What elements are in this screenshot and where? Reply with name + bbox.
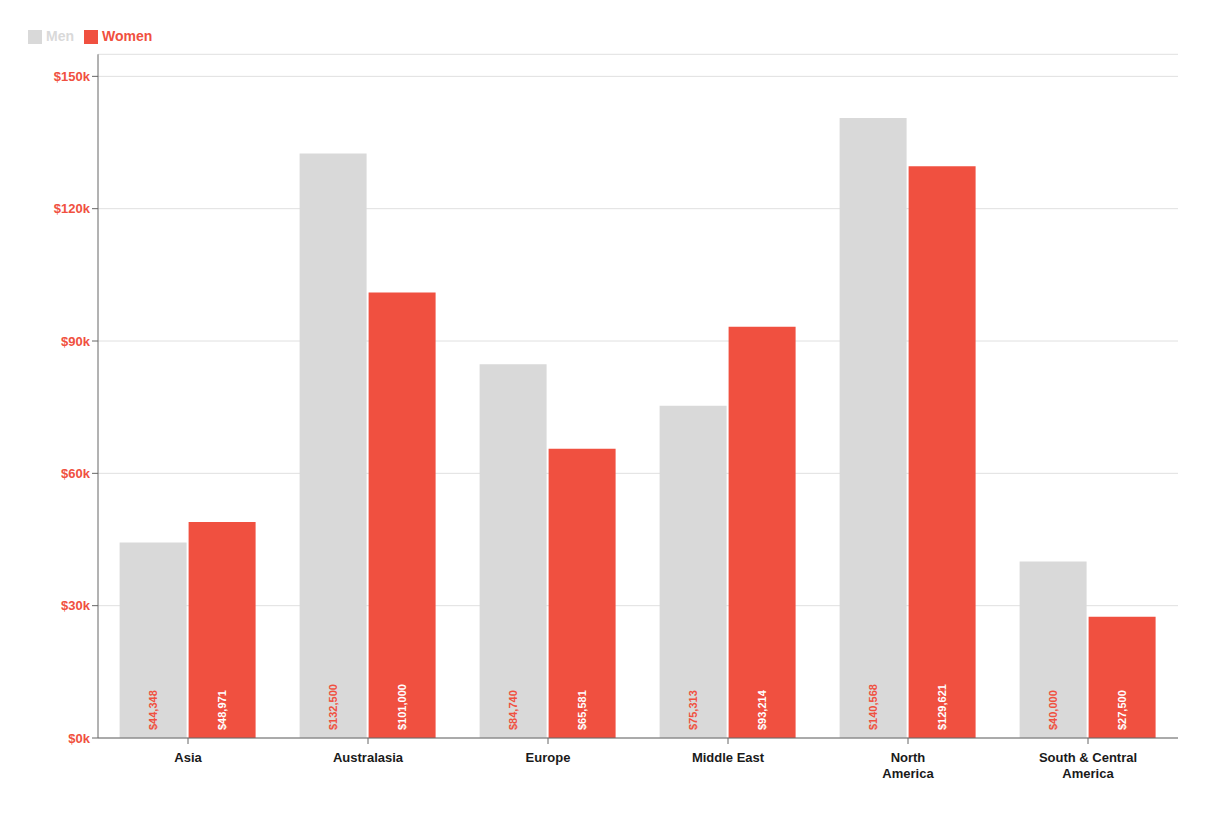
svg-text:$48,971: $48,971 bbox=[216, 690, 228, 730]
svg-text:$65,581: $65,581 bbox=[576, 690, 588, 730]
svg-text:Asia: Asia bbox=[174, 750, 202, 765]
svg-text:$27,500: $27,500 bbox=[1116, 690, 1128, 730]
svg-text:NorthAmerica: NorthAmerica bbox=[882, 750, 934, 781]
svg-text:Middle East: Middle East bbox=[692, 750, 765, 765]
svg-text:$0k: $0k bbox=[68, 731, 90, 746]
svg-text:$132,500: $132,500 bbox=[327, 684, 339, 730]
svg-text:$90k: $90k bbox=[61, 334, 91, 349]
svg-text:$120k: $120k bbox=[54, 201, 91, 216]
svg-text:$40,000: $40,000 bbox=[1047, 690, 1059, 730]
svg-text:$60k: $60k bbox=[61, 466, 91, 481]
svg-text:$44,348: $44,348 bbox=[147, 690, 159, 730]
svg-text:$93,214: $93,214 bbox=[756, 689, 768, 730]
svg-text:$101,000: $101,000 bbox=[396, 684, 408, 730]
svg-text:$75,313: $75,313 bbox=[687, 690, 699, 730]
svg-text:South & CentralAmerica: South & CentralAmerica bbox=[1039, 750, 1137, 781]
svg-text:$140,568: $140,568 bbox=[867, 684, 879, 730]
svg-text:$129,621: $129,621 bbox=[936, 684, 948, 730]
svg-text:$150k: $150k bbox=[54, 69, 91, 84]
svg-text:$84,740: $84,740 bbox=[507, 690, 519, 730]
html-text:Women: Women bbox=[102, 28, 153, 44]
svg-text:$30k: $30k bbox=[61, 598, 91, 613]
html-text:Men: Men bbox=[46, 28, 74, 44]
svg-text:Australasia: Australasia bbox=[333, 750, 404, 765]
svg-text:Europe: Europe bbox=[526, 750, 571, 765]
